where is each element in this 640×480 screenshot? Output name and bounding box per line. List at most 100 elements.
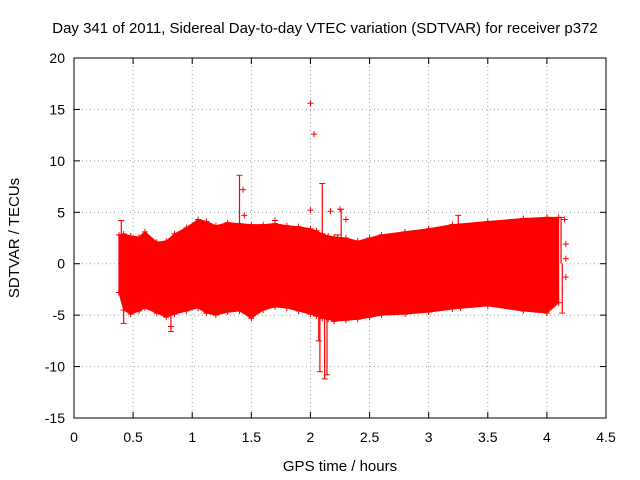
band-lower-point <box>195 304 202 311</box>
band-upper-point <box>425 225 432 232</box>
x-tick-label: 4 <box>543 429 551 445</box>
outlier-point <box>562 274 569 281</box>
outlier-point <box>307 100 314 107</box>
band-upper-point <box>378 231 385 238</box>
band-upper-point <box>543 214 550 221</box>
y-tick-label: 0 <box>57 256 65 272</box>
band-lower-point <box>543 310 550 317</box>
band-upper-point <box>153 239 160 246</box>
band-lower-point <box>354 316 361 323</box>
band-upper-point <box>141 228 148 235</box>
outlier-point <box>562 255 569 262</box>
y-tick-label: -15 <box>45 410 65 426</box>
ticks: 0 0.5 1 1.5 2 2.5 3 3.5 4 4.5 -15 -10 -5 0 5 10 15 20 <box>45 50 616 445</box>
band-upper-point <box>402 228 409 235</box>
band-lower-point <box>260 307 267 313</box>
band-lower-point <box>307 311 314 318</box>
band-lower-point <box>236 308 243 315</box>
band-lower-point <box>283 304 290 311</box>
band-lower-point <box>402 311 409 318</box>
band-upper-point <box>163 238 170 245</box>
outlier-point <box>310 131 317 138</box>
x-tick-label: 0.5 <box>123 429 143 445</box>
outlier-point <box>240 186 247 193</box>
band-lower-point <box>366 314 373 321</box>
band-upper-point <box>136 233 143 240</box>
chart-title: Day 341 of 2011, Sidereal Day-to-day VTE… <box>52 20 598 37</box>
band-lower-point <box>271 303 278 310</box>
band-upper-point <box>307 225 314 232</box>
x-tick-label: 1.5 <box>242 429 262 445</box>
band-lower-point <box>183 308 190 315</box>
band-lower-point <box>331 318 338 325</box>
band-upper-point <box>313 227 320 234</box>
band-lower-point <box>248 315 255 322</box>
band-lower-point <box>163 314 170 321</box>
band-upper-point <box>224 219 231 226</box>
band-upper-point <box>354 238 361 245</box>
outlier-point <box>561 216 568 223</box>
band-lower-point <box>141 304 148 311</box>
x-tick-label: 3 <box>425 429 433 445</box>
y-tick-label: 5 <box>57 204 65 220</box>
data-band <box>118 216 560 322</box>
band-lower-point <box>378 312 385 319</box>
x-tick-label: 4.5 <box>596 429 616 445</box>
band-lower-point <box>224 309 231 316</box>
band-upper-point <box>171 230 178 237</box>
outlier-point <box>241 212 248 219</box>
band-upper-point <box>331 233 338 240</box>
y-tick-label: 20 <box>49 50 65 66</box>
data-layer <box>115 100 569 380</box>
x-axis-title: GPS time / hours <box>283 458 397 475</box>
band-upper-point <box>127 232 134 239</box>
band-upper-point <box>283 222 290 229</box>
outlier-point <box>307 207 314 214</box>
band-lower-point <box>127 311 134 318</box>
y-tick-label: -10 <box>45 359 65 375</box>
band-lower-point <box>115 289 122 296</box>
outlier-point <box>457 304 464 311</box>
band-lower-point <box>325 316 332 323</box>
y-tick-label: 15 <box>49 101 65 117</box>
outlier-point <box>342 216 349 223</box>
outlier-point <box>327 208 334 215</box>
outlier-point <box>271 217 278 224</box>
band-lower-point <box>136 308 143 315</box>
x-tick-label: 0 <box>70 429 78 445</box>
x-tick-label: 2 <box>307 429 315 445</box>
y-tick-label: 10 <box>49 153 65 169</box>
y-tick-label: -5 <box>53 307 66 323</box>
band-lower-point <box>212 312 219 319</box>
band-upper-point <box>183 224 190 231</box>
band-upper-point <box>260 221 267 228</box>
band-lower-point <box>484 302 491 309</box>
band-lower-point <box>449 305 456 312</box>
band-lower-point <box>295 308 302 315</box>
band-upper-point <box>342 235 349 241</box>
outlier-point <box>337 206 343 213</box>
x-tick-label: 2.5 <box>360 429 380 445</box>
band-upper-point <box>484 218 491 225</box>
outlier-point <box>167 323 174 330</box>
plot-frame <box>73 57 607 419</box>
band-lower-point <box>520 308 527 315</box>
y-axis-title: SDTVAR / TECUs <box>6 178 23 298</box>
band-upper-point <box>366 235 373 241</box>
band-upper-point <box>520 215 527 222</box>
band-upper-point <box>248 221 255 228</box>
outlier-point <box>562 241 569 248</box>
band-upper-point <box>449 221 456 228</box>
band-upper-point <box>195 216 202 223</box>
band-upper-point <box>212 222 219 229</box>
band-lower-point <box>342 317 349 324</box>
band-lower-point <box>555 299 562 306</box>
band-lower-point <box>171 311 178 318</box>
x-tick-label: 1 <box>188 429 196 445</box>
band-lower-point <box>153 310 160 317</box>
band-lower-point <box>203 310 210 317</box>
band-upper-point <box>203 218 210 225</box>
band-upper-point <box>295 223 302 230</box>
band-lower-point <box>425 309 432 316</box>
